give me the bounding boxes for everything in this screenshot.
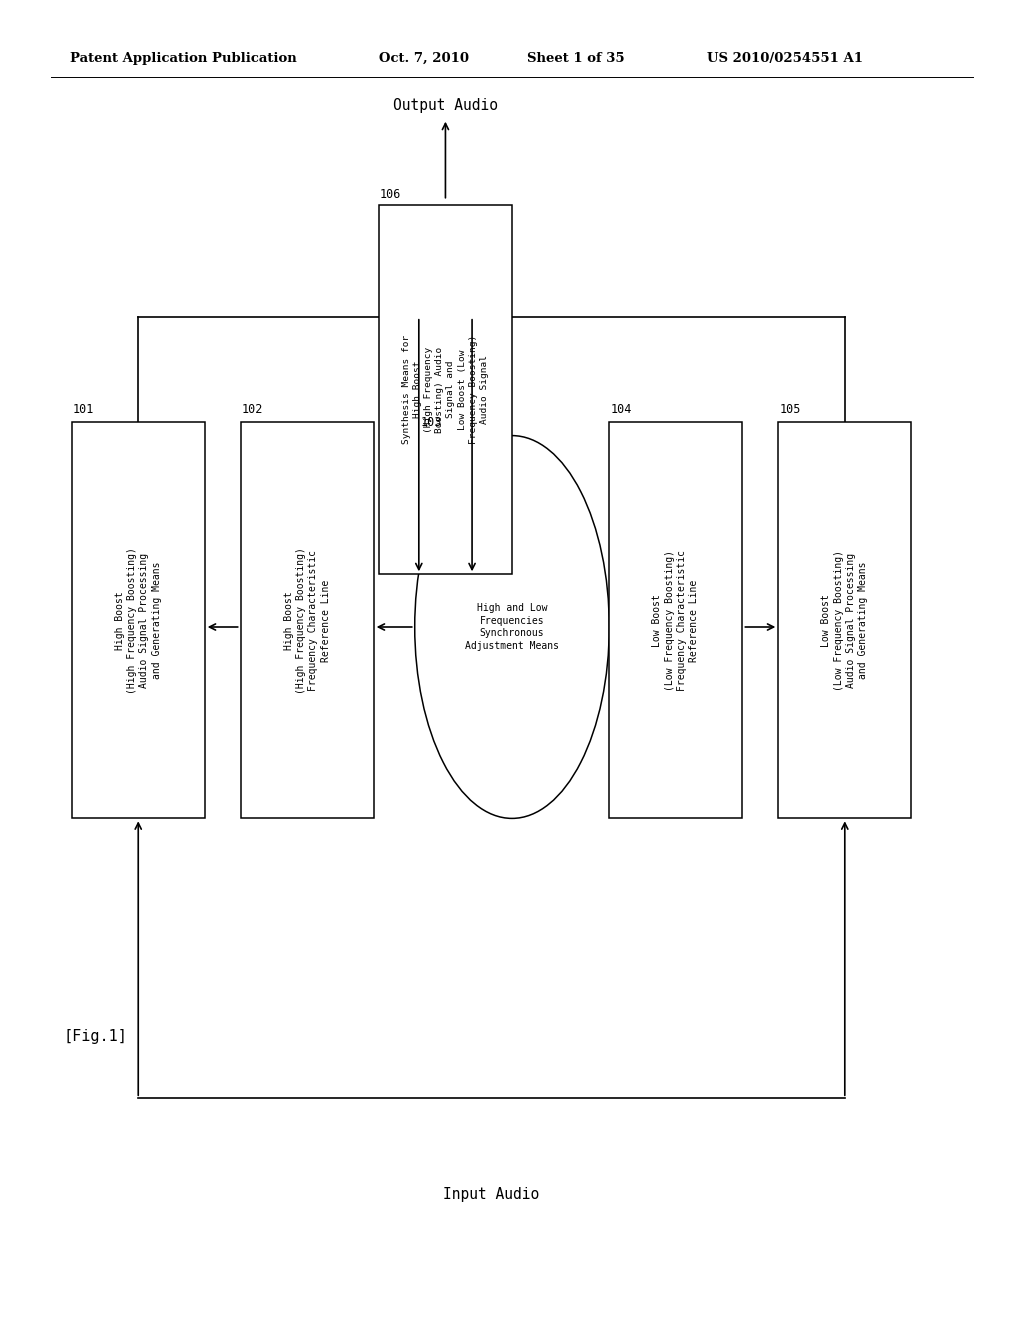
Text: 104: 104 xyxy=(610,403,632,416)
Text: Sheet 1 of 35: Sheet 1 of 35 xyxy=(527,51,625,65)
Bar xyxy=(609,422,742,818)
Text: 106: 106 xyxy=(380,187,401,201)
Text: US 2010/0254551 A1: US 2010/0254551 A1 xyxy=(707,51,862,65)
Text: 105: 105 xyxy=(779,403,801,416)
Text: Output Audio: Output Audio xyxy=(393,98,498,114)
Text: Input Audio: Input Audio xyxy=(443,1187,540,1203)
Text: High Boost
(High Frequency Boosting)
Frequency Characteristic
Reference Line: High Boost (High Frequency Boosting) Fre… xyxy=(284,546,331,694)
Text: Synthesis Means for
High Boost
(High Frequency
Boosting) Audio
Signal and
Low Bo: Synthesis Means for High Boost (High Fre… xyxy=(402,335,488,444)
Text: High Boost
(High Frequency Boosting)
Audio Signal Processing
and Generating Mean: High Boost (High Frequency Boosting) Aud… xyxy=(115,546,162,694)
Bar xyxy=(379,205,512,574)
Text: [Fig.1]: [Fig.1] xyxy=(63,1028,127,1044)
Text: 103: 103 xyxy=(421,416,442,429)
Text: Low Boost
(Low Frequency Boosting)
Frequency Characteristic
Reference Line: Low Boost (Low Frequency Boosting) Frequ… xyxy=(652,550,699,690)
Bar xyxy=(778,422,911,818)
Text: Oct. 7, 2010: Oct. 7, 2010 xyxy=(379,51,469,65)
Text: 101: 101 xyxy=(73,403,94,416)
Text: High and Low
Frequencies
Synchronous
Adjustment Means: High and Low Frequencies Synchronous Adj… xyxy=(465,603,559,651)
Bar xyxy=(72,422,205,818)
Bar xyxy=(241,422,374,818)
Text: Low Boost
(Low Frequency Boosting)
Audio Signal Processing
and Generating Means: Low Boost (Low Frequency Boosting) Audio… xyxy=(821,550,868,690)
Text: Patent Application Publication: Patent Application Publication xyxy=(70,51,296,65)
Text: 102: 102 xyxy=(242,403,263,416)
